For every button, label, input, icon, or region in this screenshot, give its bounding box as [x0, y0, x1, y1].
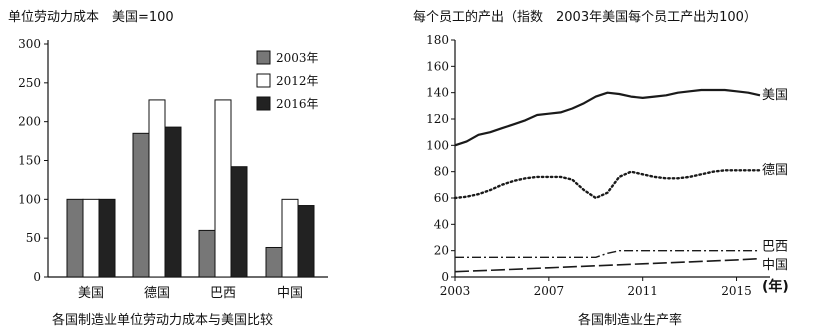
bar-德国-2012年 — [148, 99, 166, 278]
bar-中国-2012年 — [281, 198, 299, 278]
legend-swatch-2012年 — [256, 73, 271, 88]
legend-swatch-2003年 — [256, 50, 271, 65]
line-y-tick-label: 0 — [441, 270, 449, 284]
bar-美国-2016年 — [98, 198, 116, 278]
line-series-label-巴西: 巴西 — [762, 239, 788, 254]
bar-中国-2016年 — [297, 205, 315, 278]
line-series-美国 — [454, 88, 761, 147]
line-x-tick-label: 2011 — [627, 284, 658, 298]
bar-y-tick-label: 300 — [18, 37, 41, 51]
bar-bars — [66, 99, 315, 278]
legend-label-2012年: 2012年 — [276, 74, 319, 88]
line-series-巴西 — [455, 249, 760, 258]
legend-swatch-2016年 — [256, 96, 271, 111]
line-series-中国 — [454, 257, 761, 273]
bar-巴西-2012年 — [214, 99, 232, 278]
bar-y-ticks: 0 50 100 150 200 250 300 — [18, 37, 48, 284]
line-y-tick-label: 100 — [426, 138, 449, 152]
line-y-tick-label: 140 — [426, 86, 449, 100]
bar-巴西-2003年 — [198, 229, 216, 278]
bar-y-tick-label: 200 — [18, 115, 41, 129]
bar-美国-2012年 — [82, 198, 100, 278]
line-y-tick-label: 160 — [426, 59, 449, 73]
bar-y-tick-label: 250 — [18, 76, 41, 90]
legend-label-2016年: 2016年 — [276, 97, 319, 111]
line-x-tick-label: 2015 — [721, 284, 752, 298]
line-y-tick-label: 120 — [426, 112, 449, 126]
line-chart-caption: 各国制造业生产率 — [578, 312, 682, 328]
bar-y-tick-label: 150 — [18, 154, 41, 168]
line-series-label-美国: 美国 — [762, 88, 788, 103]
bar-x-tick-label: 巴西 — [210, 286, 236, 301]
line-y-tick-label: 60 — [434, 191, 449, 205]
bar-x-tick-label: 中国 — [277, 286, 303, 301]
line-x-axis-label: (年) — [762, 278, 789, 295]
line-x-ticks: 2003 2007 2011 2015 — [440, 277, 752, 298]
bar-中国-2003年 — [265, 246, 283, 278]
bar-德国-2016年 — [164, 126, 182, 278]
line-series-德国 — [453, 169, 762, 200]
legend-label-2003年: 2003年 — [276, 51, 319, 65]
line-chart-title: 每个员工的产出（指数 2003年美国每个员工产出为100） — [413, 9, 757, 25]
line-y-tick-label: 80 — [434, 165, 449, 179]
line-series-label-德国: 德国 — [762, 163, 788, 178]
bar-y-tick-label: 50 — [26, 231, 41, 245]
bar-巴西-2016年 — [230, 166, 248, 278]
bar-chart-caption: 各国制造业单位劳动力成本与美国比较 — [52, 312, 273, 328]
bar-chart: 单位劳动力成本 美国=100 0 50 100 150 200 250 300 美国 德国 巴西… — [8, 9, 328, 328]
line-y-tick-label: 180 — [426, 33, 449, 47]
bar-chart-title: 单位劳动力成本 美国=100 — [8, 9, 174, 25]
line-series — [453, 88, 762, 273]
line-x-tick-label: 2003 — [440, 284, 471, 298]
bar-legend: 2003年 2012年 2016年 — [256, 50, 319, 111]
line-y-tick-label: 40 — [434, 217, 449, 231]
bar-x-tick-label: 德国 — [144, 286, 170, 301]
bar-x-tick-labels: 美国 德国 巴西 中国 — [78, 286, 303, 301]
bar-德国-2003年 — [132, 132, 150, 278]
bar-x-tick-label: 美国 — [78, 286, 104, 301]
line-series-label-中国: 中国 — [762, 258, 788, 273]
line-y-tick-label: 20 — [434, 244, 449, 258]
bar-y-tick-label: 100 — [18, 192, 41, 206]
line-chart: 每个员工的产出（指数 2003年美国每个员工产出为100） 0 20 40 60 80 1… — [413, 9, 789, 328]
line-x-tick-label: 2007 — [534, 284, 565, 298]
bar-美国-2003年 — [66, 198, 84, 278]
line-y-ticks: 0 20 40 60 80 100 120 140 160 180 — [426, 33, 455, 284]
bar-y-tick-label: 0 — [33, 270, 41, 284]
